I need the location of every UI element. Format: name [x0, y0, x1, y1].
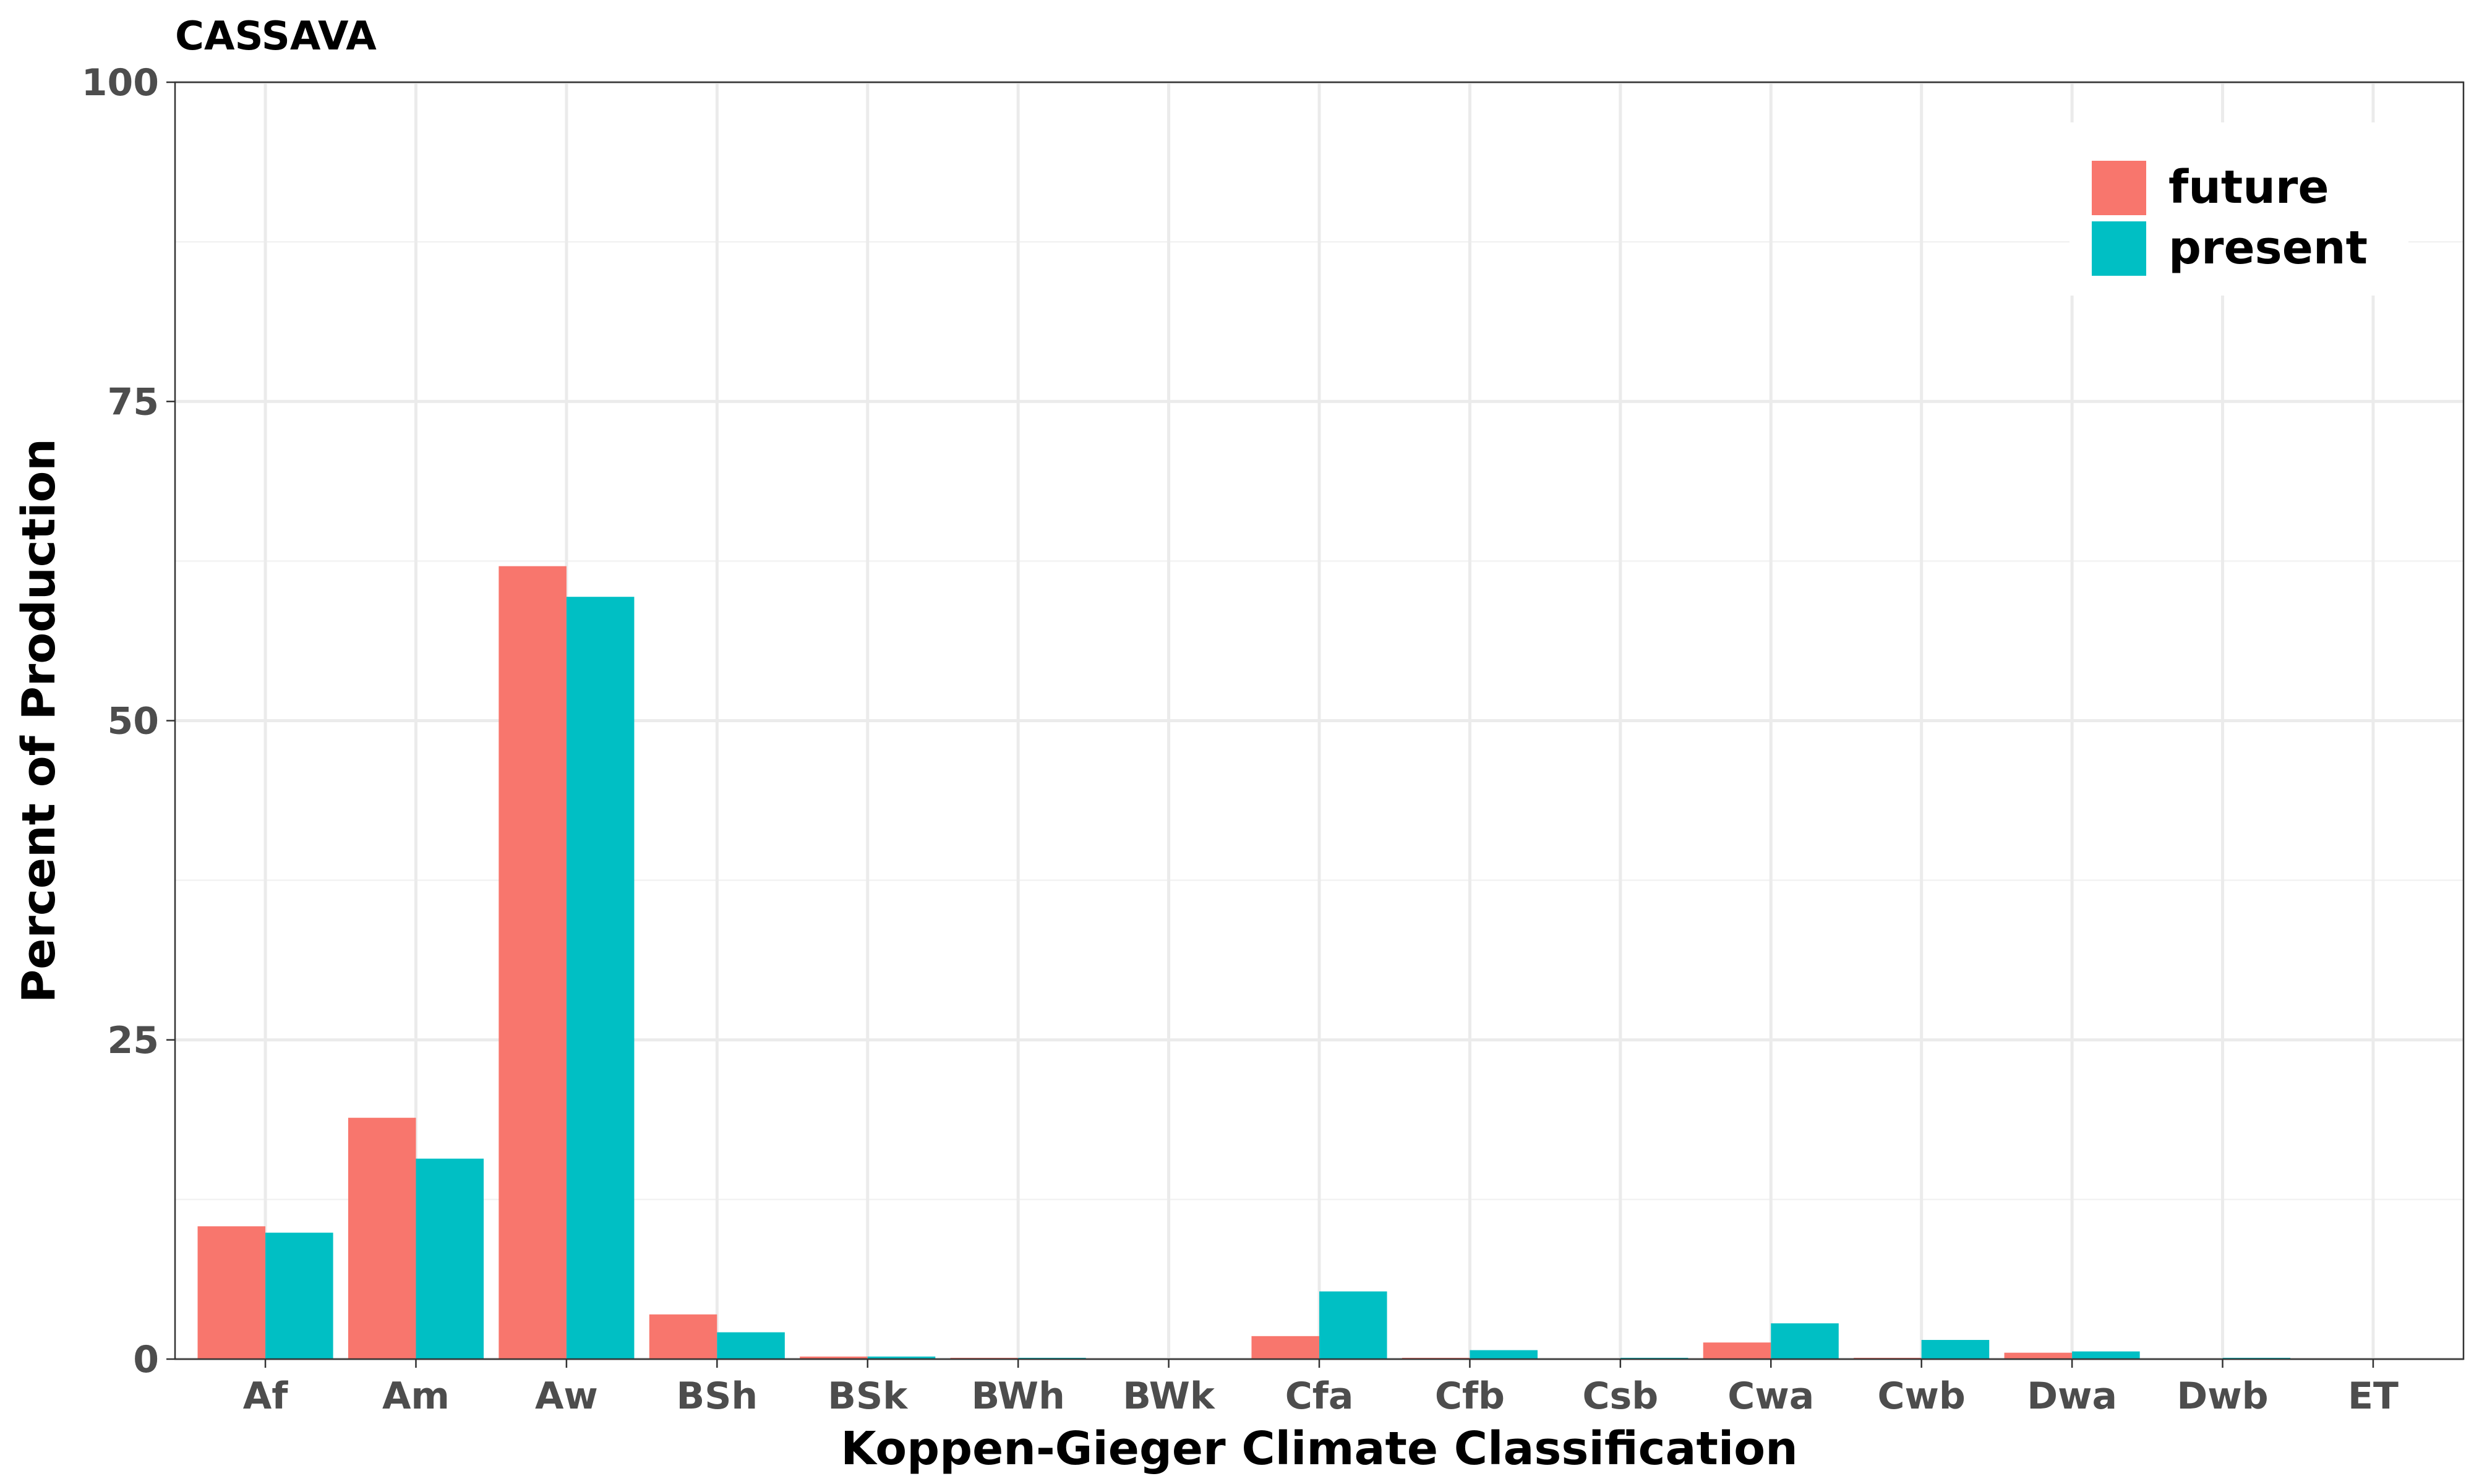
x-tick-label: Dwa: [2027, 1375, 2117, 1418]
y-tick-label: 75: [108, 380, 160, 424]
x-tick-label: Cfa: [1285, 1375, 1354, 1418]
x-tick-label: BWk: [1123, 1375, 1216, 1418]
bar-present-Cwb: [1921, 1340, 1990, 1359]
x-tick-label: Cwa: [1727, 1375, 1814, 1418]
x-tick-label: Cfb: [1435, 1375, 1505, 1418]
bar-present-Cfa: [1319, 1291, 1387, 1359]
bar-present-BSh: [717, 1332, 785, 1359]
bar-future-Dwa: [2004, 1352, 2073, 1359]
bar-future-Af: [197, 1226, 266, 1359]
x-tick-label: Csb: [1582, 1375, 1658, 1418]
bar-present-Cfb: [1470, 1350, 1538, 1359]
x-tick-label: ET: [2348, 1375, 2399, 1418]
bar-future-BSh: [649, 1314, 717, 1359]
bars: [197, 566, 2291, 1359]
bar-present-BSk: [867, 1356, 936, 1359]
legend-label-present: present: [2168, 221, 2368, 275]
x-tick-label: Dwb: [2177, 1375, 2268, 1418]
x-axis-title: Koppen-Gieger Climate Classification: [841, 1422, 1798, 1475]
x-tick-label: Cwb: [1877, 1375, 1965, 1418]
bar-present-Am: [416, 1158, 484, 1359]
chart-title: CASSAVA: [175, 14, 377, 59]
bar-future-Cwa: [1703, 1342, 1771, 1359]
bar-future-Cfa: [1251, 1336, 1319, 1359]
legend-key-future: [2092, 161, 2146, 215]
x-tick-label: BWh: [971, 1375, 1064, 1418]
y-tick-label: 100: [82, 61, 159, 104]
bar-present-Aw: [566, 597, 635, 1359]
y-tick-label: 0: [133, 1338, 159, 1381]
x-tick-label: Am: [382, 1375, 450, 1418]
bar-present-Af: [265, 1232, 333, 1359]
bar-present-Dwa: [2072, 1351, 2140, 1359]
bar-future-Aw: [499, 566, 567, 1359]
axis-ticks: 0 25 50 75 100 Af Am Aw BSh BSk BWh BWk Cfa Cfb Csb Cwa…: [82, 61, 2399, 1418]
bar-future-BSk: [800, 1356, 868, 1359]
y-axis-title: Percent of Production: [12, 438, 66, 1003]
bar-present-Cwa: [1771, 1323, 1839, 1359]
x-tick-label: BSk: [828, 1375, 909, 1418]
x-tick-label: Aw: [535, 1375, 598, 1418]
legend: future present: [2070, 122, 2408, 296]
x-tick-label: BSh: [676, 1375, 758, 1418]
legend-label-future: future: [2168, 161, 2329, 214]
legend-key-present: [2092, 221, 2146, 276]
y-tick-label: 25: [108, 1019, 160, 1062]
bar-future-Am: [348, 1117, 416, 1359]
x-tick-label: Af: [243, 1375, 288, 1418]
y-tick-label: 50: [108, 700, 160, 743]
